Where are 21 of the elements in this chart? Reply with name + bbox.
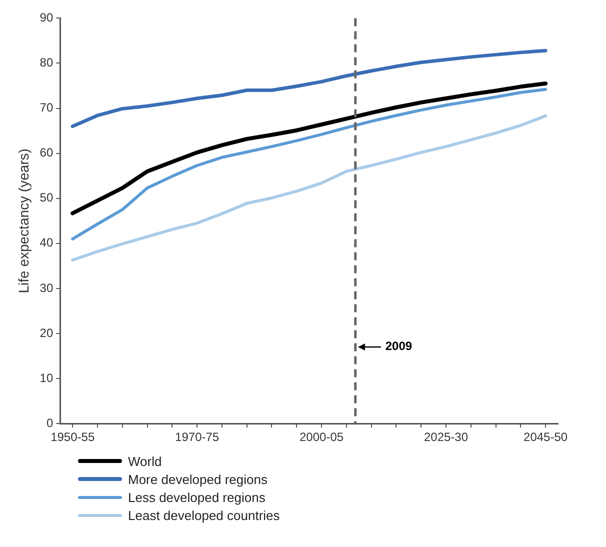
x-tick-label: 2025-30 [424, 430, 468, 444]
y-tick-label: 10 [40, 370, 54, 385]
y-tick-label: 70 [40, 100, 54, 115]
x-tick-label: 2000-05 [299, 430, 344, 444]
x-tick-label: 1970-75 [175, 430, 220, 444]
y-tick-label: 80 [40, 56, 54, 70]
legend-label: More developed regions [128, 472, 268, 486]
legend-label: World [128, 454, 162, 468]
legend-label: Less developed regions [128, 490, 266, 504]
x-tick-label: 1950-55 [50, 430, 95, 444]
y-tick-label: 20 [40, 326, 54, 340]
legend-label: Least developed countries [128, 508, 280, 522]
y-tick-label: 0 [46, 416, 54, 430]
y-tick-label: 50 [40, 190, 54, 205]
x-tick-label: 2045-50 [524, 430, 568, 444]
y-tick-label: 90 [40, 10, 54, 25]
y-axis-title: Life expectancy (years) [15, 148, 32, 294]
y-tick-label: 60 [40, 146, 54, 160]
y-tick-label: 30 [40, 280, 54, 295]
annotation: 2009 [385, 338, 412, 353]
y-tick-label: 40 [40, 236, 54, 250]
